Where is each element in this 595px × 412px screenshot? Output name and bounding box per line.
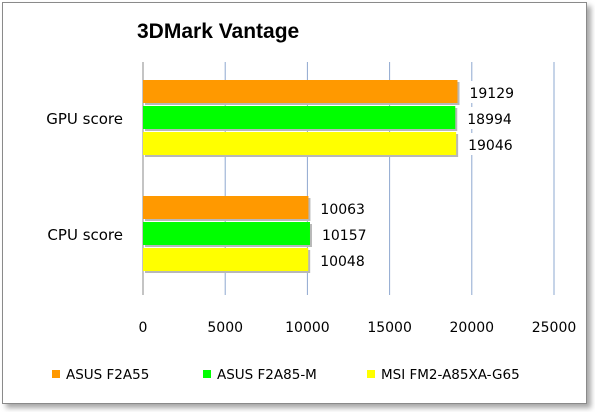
data-label: 19129 (469, 86, 514, 102)
x-tick-label: 20000 (450, 320, 495, 336)
legend-label: MSI FM2-A85XA-G65 (381, 367, 520, 383)
data-label-bg (462, 107, 517, 129)
data-label-bg (316, 223, 371, 245)
legend-swatch (52, 370, 60, 378)
chart-title: 3DMark Vantage (137, 20, 299, 43)
legend-label: ASUS F2A55 (66, 367, 149, 383)
x-tick-label: 15000 (367, 320, 412, 336)
bar (143, 222, 310, 245)
legend-label: ASUS F2A85-M (217, 367, 317, 383)
category-label: CPU score (47, 226, 123, 244)
bar (143, 106, 456, 129)
data-label-bg (463, 133, 518, 155)
bar (143, 132, 457, 155)
data-label: 10048 (320, 254, 365, 270)
data-label: 10063 (320, 202, 365, 218)
legend-swatch (203, 370, 211, 378)
bar (143, 80, 458, 103)
x-tick-label: 25000 (532, 320, 577, 336)
data-label: 19046 (468, 138, 513, 154)
data-label: 10157 (322, 228, 367, 244)
bar (143, 196, 309, 219)
category-label: GPU score (46, 110, 123, 128)
data-label-bg (464, 81, 519, 103)
x-tick-label: 10000 (285, 320, 330, 336)
data-label-bg (315, 197, 370, 219)
legend-swatch (367, 370, 375, 378)
data-label: 18994 (467, 112, 512, 128)
x-tick-label: 5000 (207, 320, 243, 336)
x-tick-label: 0 (139, 320, 148, 336)
bar (143, 248, 309, 271)
data-label-bg (315, 249, 370, 271)
